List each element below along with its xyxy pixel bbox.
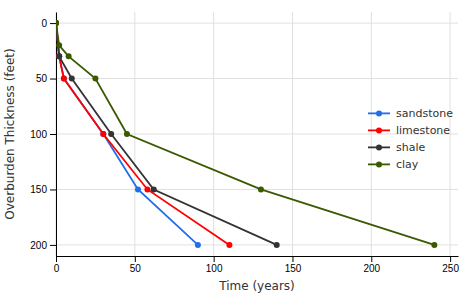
tick-mark (50, 245, 56, 246)
tick-mark (50, 23, 56, 24)
legend-item: shale (368, 141, 425, 154)
tick-label: 200 (30, 240, 47, 251)
grid-line (56, 189, 458, 190)
chart: 0 50 100 150 200 250 0 50 100 150 200 Time (years) O… (0, 0, 474, 296)
x-axis: 0 50 100 150 200 250 (54, 256, 460, 274)
series-marker (69, 76, 75, 82)
legend: sandstone limestone shale clay (368, 107, 453, 171)
tick-mark (214, 256, 215, 262)
tick-label: 200 (363, 263, 380, 274)
series-marker (124, 131, 130, 137)
series-group (56, 20, 437, 248)
series-marker (56, 53, 62, 59)
y-axis-title: Overburden Thickness (feet) (3, 48, 17, 219)
tick-label: 50 (36, 73, 48, 84)
series-marker (61, 76, 67, 82)
legend-marker (376, 127, 382, 133)
tick-mark (56, 256, 57, 262)
tick-mark (450, 256, 451, 262)
legend-label: limestone (396, 124, 450, 137)
tick: 150 (30, 184, 56, 195)
series-marker (56, 53, 62, 59)
grid-line (56, 244, 458, 245)
series-marker (100, 131, 106, 137)
tick: 200 (363, 256, 380, 274)
tick-label: 0 (54, 263, 60, 274)
axis-line (56, 13, 57, 257)
y-axis: 0 50 100 150 200 (30, 13, 56, 257)
legend-label: sandstone (396, 107, 453, 120)
series-marker (431, 242, 437, 248)
series-marker (56, 42, 62, 48)
legend-item: sandstone (368, 107, 453, 120)
tick: 250 (442, 256, 459, 274)
tick-label: 100 (206, 263, 223, 274)
series-marker (151, 186, 157, 192)
legend-marker (376, 110, 382, 116)
series-marker (56, 20, 59, 26)
tick-label: 250 (442, 263, 459, 274)
axis-line (57, 256, 459, 257)
tick: 100 (30, 129, 56, 140)
series-line (56, 23, 198, 245)
series-line (56, 23, 277, 245)
tick-label: 50 (130, 263, 142, 274)
tick-mark (292, 256, 293, 262)
series-line (56, 23, 434, 245)
series-marker (92, 76, 98, 82)
series-marker (66, 53, 72, 59)
series-marker (144, 186, 150, 192)
tick: 0 (41, 18, 56, 29)
x-axis-title: Time (years) (218, 279, 295, 293)
grid-line (56, 78, 458, 79)
tick: 0 (54, 256, 60, 274)
series-marker (56, 20, 59, 26)
tick: 50 (130, 256, 142, 274)
tick-mark (50, 134, 56, 135)
tick: 150 (285, 256, 302, 274)
legend-marker (376, 161, 382, 167)
legend-item: clay (368, 158, 419, 171)
tick-mark (371, 256, 372, 262)
tick: 50 (36, 73, 56, 84)
series-marker (56, 53, 62, 59)
series-marker (195, 242, 201, 248)
tick: 100 (206, 256, 223, 274)
series-marker (108, 131, 114, 137)
series-marker (274, 242, 280, 248)
series-marker (226, 242, 232, 248)
legend-item: limestone (368, 124, 450, 137)
series-marker (258, 186, 264, 192)
tick-label: 100 (30, 129, 47, 140)
legend-marker (376, 144, 382, 150)
tick-mark (50, 79, 56, 80)
tick-label: 150 (30, 184, 47, 195)
legend-label: clay (396, 158, 419, 171)
grid-line (56, 23, 458, 24)
tick-mark (135, 256, 136, 262)
series-marker (100, 131, 106, 137)
tick: 200 (30, 240, 56, 251)
tick-label: 0 (41, 18, 47, 29)
tick-label: 150 (285, 263, 302, 274)
legend-label: shale (396, 141, 425, 154)
series-marker (56, 20, 59, 26)
tick-mark (50, 189, 56, 190)
series-marker (135, 186, 141, 192)
plot: 0 50 100 150 200 250 0 50 100 150 200 (30, 12, 459, 274)
series-marker (56, 20, 59, 26)
grid (56, 12, 458, 256)
series-marker (61, 76, 67, 82)
